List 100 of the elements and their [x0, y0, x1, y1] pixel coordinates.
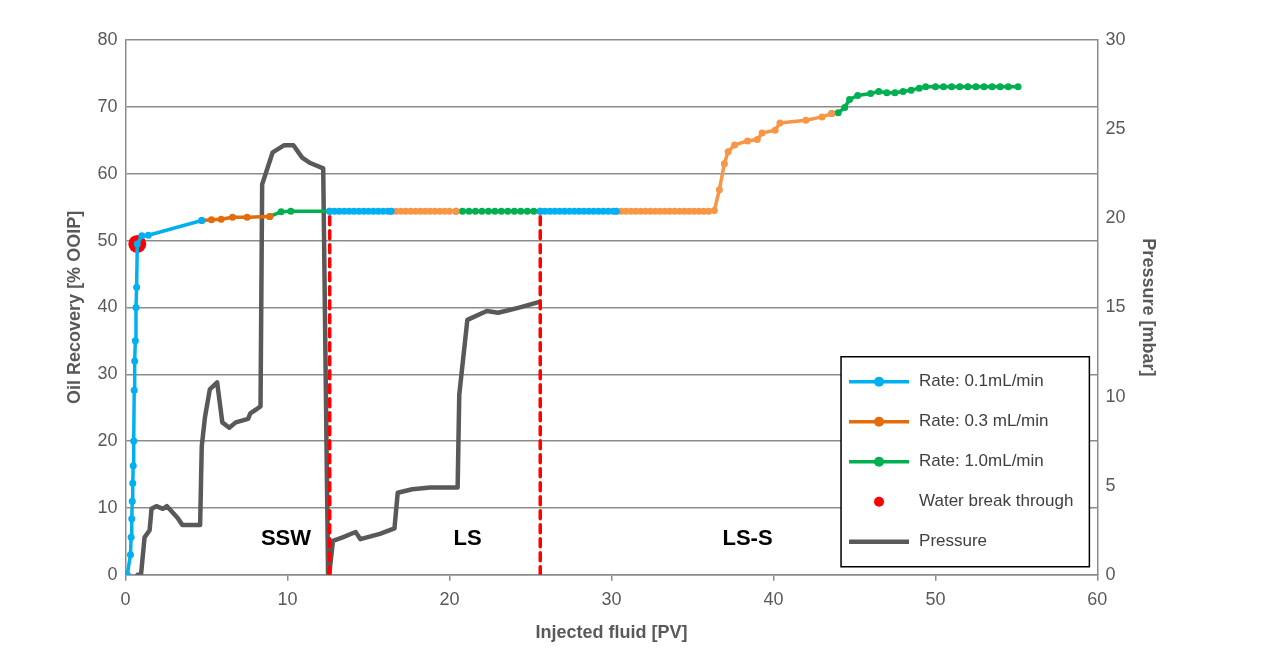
y-tick-label: 0	[107, 563, 118, 584]
y-tick-label: 30	[97, 363, 118, 384]
point	[988, 83, 996, 91]
legend-label: Water break through	[919, 491, 1074, 511]
y2-tick-label: 5	[1105, 474, 1116, 495]
y-tick-label: 70	[97, 95, 118, 116]
point	[243, 213, 251, 221]
point	[128, 497, 136, 505]
legend-label: Rate: 0.1mL/min	[919, 371, 1044, 391]
x-tick-label: 40	[763, 588, 784, 609]
point	[207, 216, 215, 224]
y2-tick-label: 20	[1105, 207, 1126, 228]
legend-label: Rate: 0.3 mL/min	[919, 411, 1049, 431]
point	[144, 231, 152, 239]
point	[523, 207, 531, 215]
point	[517, 207, 525, 215]
x-tick-label: 50	[925, 588, 946, 609]
y2-tick-label: 15	[1105, 296, 1126, 317]
point	[899, 87, 907, 95]
point	[724, 148, 732, 156]
point	[446, 207, 454, 215]
y2-tick-label: 25	[1105, 118, 1126, 139]
point	[132, 303, 140, 311]
point	[720, 160, 728, 168]
point	[802, 116, 810, 124]
x-tick-label: 20	[439, 588, 460, 609]
point	[131, 357, 139, 365]
annotation: SSW	[260, 524, 312, 550]
point	[138, 232, 146, 240]
point	[731, 141, 739, 149]
point	[964, 83, 972, 91]
point	[510, 207, 518, 215]
point	[956, 83, 964, 91]
point	[980, 83, 988, 91]
point	[129, 479, 137, 487]
point	[931, 83, 939, 91]
point	[127, 533, 135, 541]
point	[504, 207, 512, 215]
point	[883, 89, 891, 97]
point	[491, 207, 499, 215]
y-tick-label: 60	[97, 162, 118, 183]
point	[217, 215, 225, 223]
y-tick-label: 50	[97, 229, 118, 250]
point	[484, 207, 492, 215]
point	[497, 207, 505, 215]
point	[126, 551, 134, 559]
annotation: LS-S	[722, 524, 773, 550]
y-tick-label: 80	[97, 28, 118, 49]
point	[846, 96, 854, 103]
x-tick-label: 0	[120, 588, 131, 609]
point	[940, 83, 948, 91]
y-tick-label: 40	[97, 296, 118, 317]
point	[1014, 83, 1022, 91]
y-axis-title: Oil Recovery [% OOIP]	[63, 210, 84, 404]
point	[130, 437, 138, 445]
point	[744, 137, 752, 145]
point	[972, 83, 980, 91]
point	[131, 337, 139, 345]
point	[834, 109, 842, 117]
point	[465, 207, 473, 215]
point	[818, 113, 826, 121]
x-tick-label: 10	[277, 588, 298, 609]
point	[715, 186, 723, 194]
point	[229, 213, 237, 221]
point	[854, 91, 862, 99]
y2-axis-title: Pressure [mbar]	[1139, 238, 1160, 377]
x-axis-title: Injected fluid [PV]	[535, 622, 688, 643]
point	[867, 89, 875, 97]
point	[753, 136, 761, 144]
point	[710, 206, 718, 214]
point	[915, 84, 923, 92]
x-tick-label: 30	[601, 588, 622, 609]
point	[478, 207, 486, 215]
point	[922, 83, 930, 91]
annotation: LS	[453, 524, 482, 550]
x-tick-label: 60	[1087, 588, 1108, 609]
point	[891, 89, 899, 97]
legend-label: Rate: 1.0mL/min	[919, 451, 1044, 471]
y2-tick-label: 0	[1105, 563, 1116, 584]
point	[1004, 83, 1012, 91]
y2-tick-label: 30	[1105, 28, 1126, 49]
point	[948, 83, 956, 91]
y-tick-label: 10	[97, 496, 118, 517]
point	[530, 207, 538, 215]
point	[128, 515, 136, 523]
point	[996, 83, 1004, 91]
point	[907, 86, 915, 94]
point	[459, 207, 466, 215]
y2-tick-label: 10	[1105, 385, 1126, 406]
point	[287, 207, 295, 215]
point	[133, 283, 141, 291]
point	[841, 104, 849, 112]
point	[471, 207, 479, 215]
point	[875, 87, 883, 95]
point	[129, 462, 137, 470]
legend-label: Pressure	[919, 531, 988, 551]
point	[771, 126, 779, 134]
point	[776, 119, 784, 127]
point	[130, 386, 138, 394]
y-tick-label: 20	[97, 430, 118, 451]
